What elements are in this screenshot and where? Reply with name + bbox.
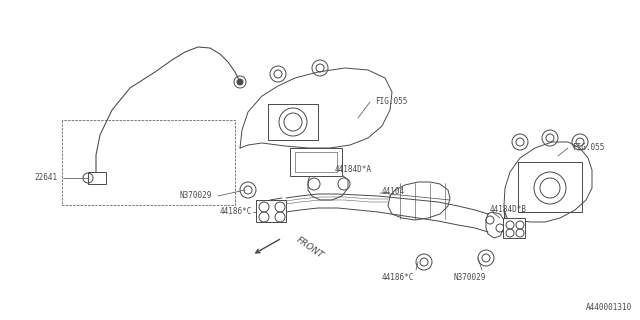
FancyBboxPatch shape: [503, 218, 525, 238]
Circle shape: [534, 172, 566, 204]
Polygon shape: [504, 142, 592, 222]
Polygon shape: [240, 68, 392, 148]
Text: FIG.055: FIG.055: [572, 143, 604, 153]
FancyBboxPatch shape: [88, 172, 106, 184]
Circle shape: [279, 108, 307, 136]
Text: 44184D*B: 44184D*B: [490, 205, 527, 214]
Text: 44184D*A: 44184D*A: [335, 165, 372, 174]
Polygon shape: [486, 212, 504, 238]
Polygon shape: [308, 172, 348, 200]
Text: FRONT: FRONT: [295, 236, 325, 260]
Text: FIG.055: FIG.055: [375, 98, 408, 107]
Polygon shape: [388, 182, 450, 220]
FancyBboxPatch shape: [256, 200, 286, 222]
Circle shape: [237, 79, 243, 85]
FancyBboxPatch shape: [295, 152, 337, 172]
Text: 44104: 44104: [382, 188, 405, 196]
Text: N370029: N370029: [180, 191, 212, 201]
Text: N370029: N370029: [454, 274, 486, 283]
Text: A440001310: A440001310: [586, 303, 632, 313]
FancyBboxPatch shape: [290, 148, 342, 176]
Text: 44186*C: 44186*C: [382, 274, 414, 283]
Text: 22641: 22641: [35, 173, 58, 182]
Text: 44186*C: 44186*C: [220, 207, 252, 217]
